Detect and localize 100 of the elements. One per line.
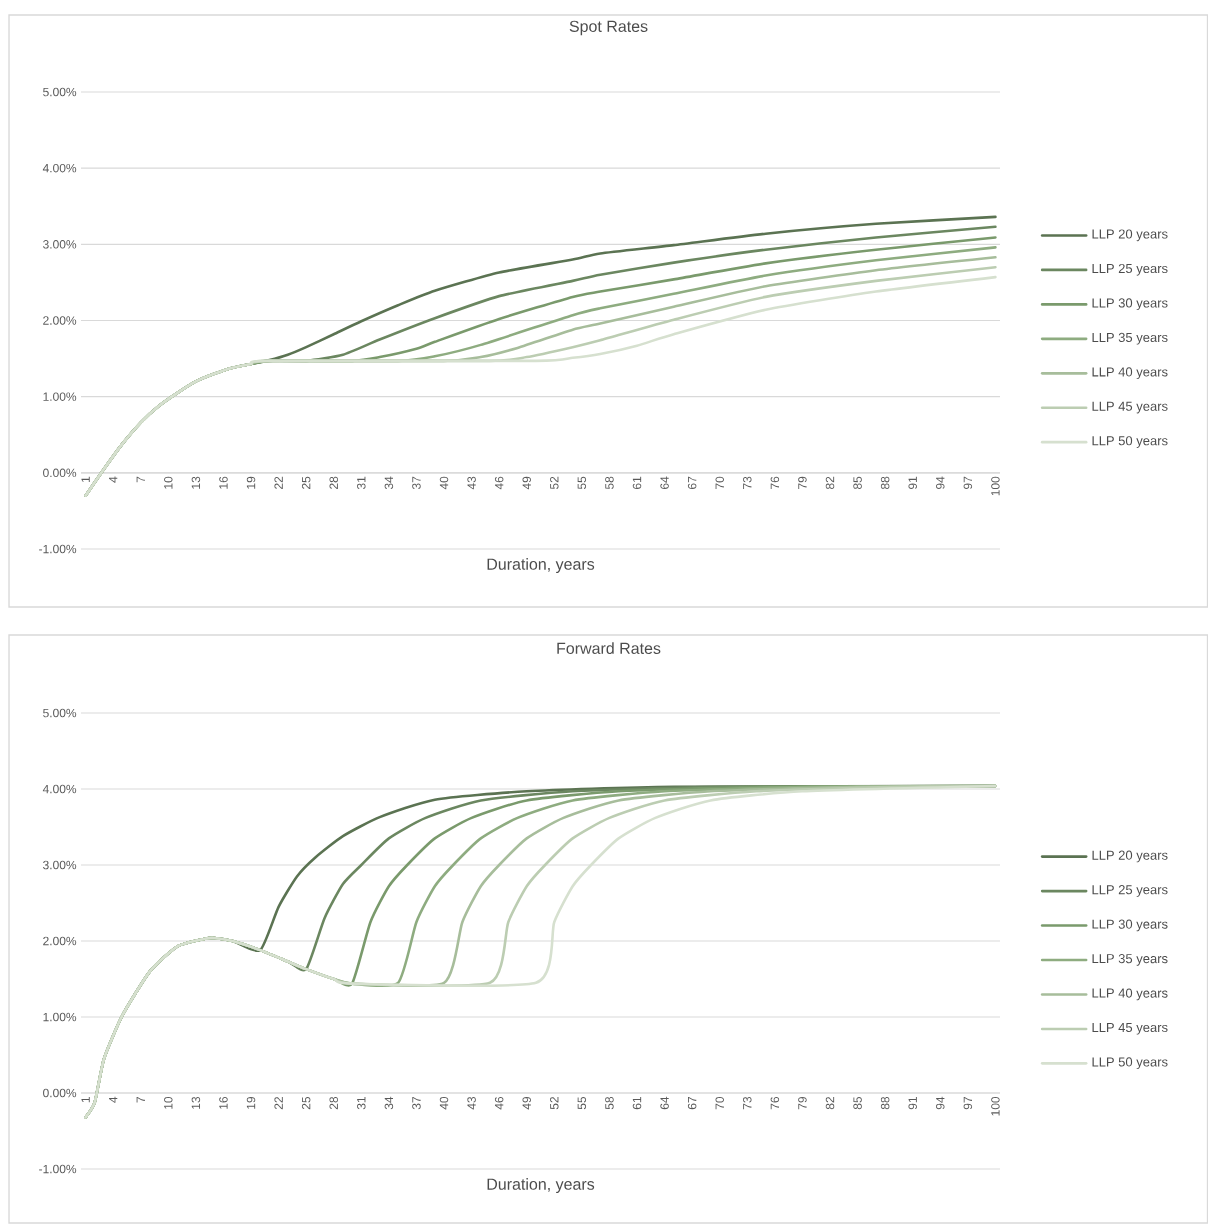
y-tick-label: 1.00% xyxy=(43,392,77,401)
legend-label: LLP 30 years xyxy=(1092,298,1168,311)
x-tick-label: 58 xyxy=(605,1096,614,1110)
x-tick-label: 28 xyxy=(329,1096,338,1110)
legend-label: LLP 45 years xyxy=(1092,401,1168,414)
x-tick-label: 85 xyxy=(853,1096,862,1110)
x-tick-label: 67 xyxy=(687,476,697,489)
x-tick-label: 10 xyxy=(164,1096,173,1109)
y-tick-label: 3.00% xyxy=(43,860,77,870)
x-tick-label: 100 xyxy=(991,476,1000,496)
y-tick-label: 0.00% xyxy=(43,1088,77,1098)
x-tick-label: 49 xyxy=(522,476,531,490)
x-tick-label: 73 xyxy=(743,476,752,489)
legend-label: LLP 20 years xyxy=(1092,850,1168,863)
y-tick-label: 2.00% xyxy=(43,936,77,946)
y-tick-label: 0.00% xyxy=(43,468,77,478)
y-tick-label: 2.00% xyxy=(43,316,77,325)
chart-title: Spot Rates xyxy=(569,20,648,36)
y-tick-label: 3.00% xyxy=(43,240,77,249)
x-tick-label: 76 xyxy=(770,1096,780,1110)
x-tick-label: 37 xyxy=(412,476,421,490)
x-tick-label: 91 xyxy=(908,476,917,490)
legend-label: LLP 35 years xyxy=(1092,332,1168,345)
y-tick-label: 4.00% xyxy=(42,163,77,173)
x-tick-label: 43 xyxy=(467,476,476,490)
x-axis-title: Duration, years xyxy=(487,1178,595,1193)
x-tick-label: 43 xyxy=(467,1096,476,1110)
x-tick-label: 37 xyxy=(412,1097,421,1110)
x-tick-label: 1 xyxy=(81,1097,90,1103)
x-tick-label: 7 xyxy=(136,1097,145,1103)
chart-title: Forward Rates xyxy=(557,642,661,654)
y-tick-label: 5.00% xyxy=(43,708,77,718)
x-tick-label: 28 xyxy=(329,476,338,489)
x-tick-label: 73 xyxy=(743,1096,752,1110)
y-tick-label: 5.00% xyxy=(43,87,77,97)
x-tick-label: 16 xyxy=(219,1096,228,1109)
x-tick-label: 94 xyxy=(936,476,945,490)
x-tick-label: 58 xyxy=(605,476,614,490)
x-tick-label: 91 xyxy=(908,1097,917,1110)
x-tick-label: 4 xyxy=(109,1096,118,1103)
x-tick-label: 40 xyxy=(439,476,449,490)
x-tick-label: 55 xyxy=(577,1096,587,1110)
x-tick-label: 34 xyxy=(384,1096,394,1110)
x-tick-label: 82 xyxy=(825,1097,835,1110)
x-tick-label: 31 xyxy=(357,476,366,490)
legend-label: LLP 20 years xyxy=(1092,229,1168,242)
x-axis-title: Duration, years xyxy=(487,558,595,573)
x-tick-label: 82 xyxy=(825,476,835,490)
x-tick-label: 52 xyxy=(550,476,559,490)
legend-label: LLP 40 years xyxy=(1092,367,1168,380)
legend-label: LLP 50 years xyxy=(1092,436,1168,448)
x-tick-label: 7 xyxy=(136,476,145,483)
x-tick-label: 94 xyxy=(936,1096,945,1110)
x-tick-label: 64 xyxy=(660,1096,669,1110)
x-tick-label: 85 xyxy=(853,476,862,490)
x-tick-label: 76 xyxy=(770,476,780,489)
x-tick-label: 40 xyxy=(439,1096,449,1110)
x-tick-label: 70 xyxy=(715,476,724,489)
y-tick-label: -1.00% xyxy=(39,1164,77,1174)
x-tick-label: 25 xyxy=(301,476,311,489)
x-tick-label: 4 xyxy=(109,476,118,483)
x-tick-label: 70 xyxy=(715,1096,724,1110)
legend-label: LLP 45 years xyxy=(1092,1022,1168,1035)
legend-label: LLP 30 years xyxy=(1092,919,1168,932)
x-tick-label: 34 xyxy=(384,476,394,490)
x-tick-label: 1 xyxy=(81,476,90,482)
x-tick-label: 22 xyxy=(274,1097,283,1110)
x-tick-label: 61 xyxy=(632,1097,642,1110)
y-tick-label: 1.00% xyxy=(43,1012,77,1022)
x-tick-label: 16 xyxy=(219,476,228,489)
x-tick-label: 10 xyxy=(164,476,173,489)
legend-label: LLP 40 years xyxy=(1092,988,1168,1001)
x-tick-label: 97 xyxy=(963,1097,973,1110)
x-tick-label: 52 xyxy=(550,1097,559,1110)
x-tick-label: 22 xyxy=(274,476,283,489)
x-tick-label: 100 xyxy=(991,1096,1000,1116)
x-tick-label: 79 xyxy=(798,476,807,489)
y-tick-label: -1.00% xyxy=(39,544,77,554)
y-tick-label: 4.00% xyxy=(42,784,77,794)
x-tick-label: 19 xyxy=(246,1096,256,1109)
legend-label: LLP 50 years xyxy=(1092,1057,1168,1070)
x-tick-label: 25 xyxy=(301,1096,311,1110)
x-tick-label: 97 xyxy=(963,476,973,490)
x-tick-label: 64 xyxy=(660,476,669,489)
legend-label: LLP 25 years xyxy=(1092,263,1168,276)
x-tick-label: 88 xyxy=(880,476,890,490)
x-tick-label: 46 xyxy=(494,1096,504,1110)
x-tick-label: 13 xyxy=(191,476,201,489)
legend-label: LLP 35 years xyxy=(1092,954,1168,966)
x-tick-label: 13 xyxy=(191,1096,201,1109)
x-tick-label: 67 xyxy=(687,1097,697,1110)
x-tick-label: 88 xyxy=(880,1096,890,1110)
x-tick-label: 49 xyxy=(522,1096,531,1110)
x-tick-label: 55 xyxy=(577,476,587,490)
x-tick-label: 61 xyxy=(632,476,642,489)
x-tick-label: 46 xyxy=(494,476,504,490)
x-tick-label: 19 xyxy=(246,476,256,489)
legend-label: LLP 25 years xyxy=(1092,885,1168,897)
x-tick-label: 31 xyxy=(357,1097,366,1110)
x-tick-label: 79 xyxy=(798,1096,807,1110)
